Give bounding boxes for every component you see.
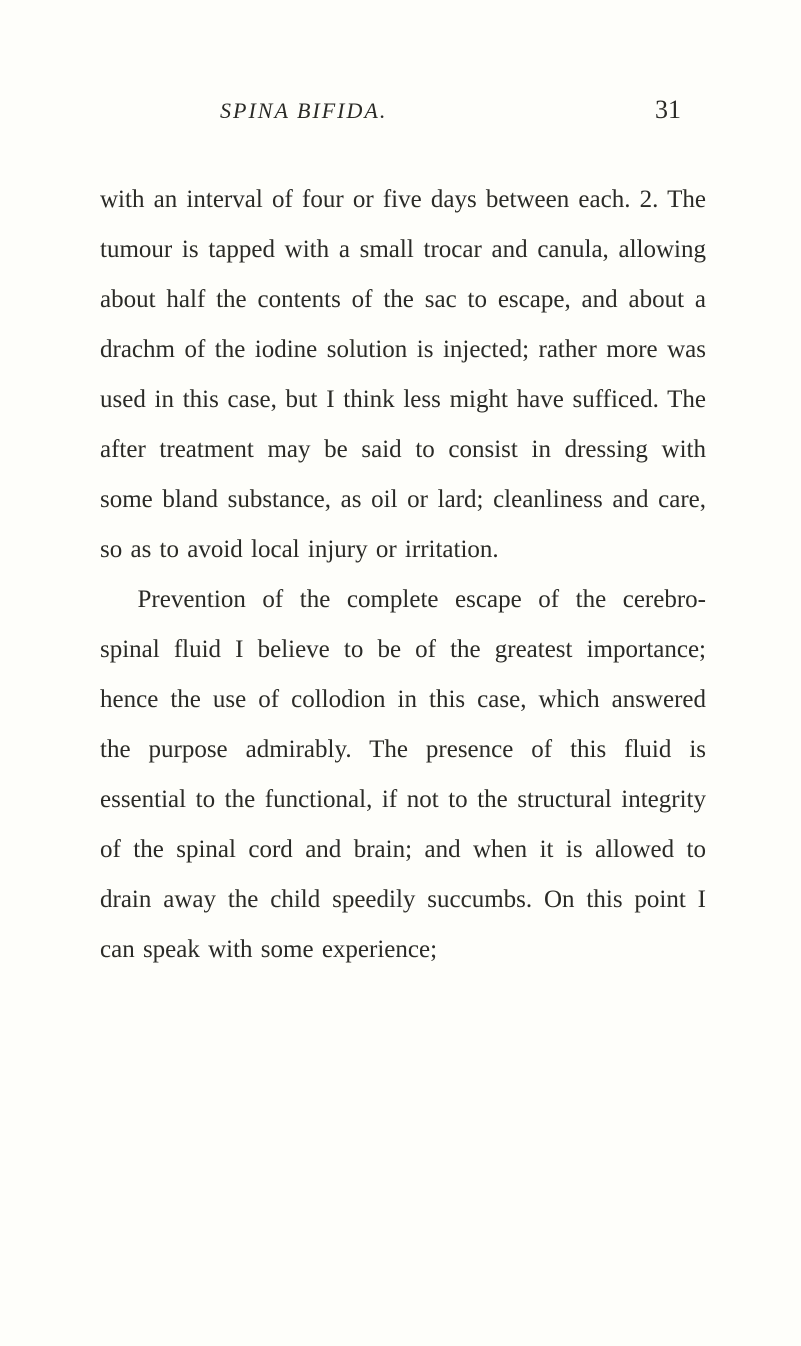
paragraph-2: Prevention of the complete escape of the…: [100, 575, 706, 975]
page-number: 31: [655, 95, 681, 125]
paragraph-1: with an interval of four or five days be…: [100, 175, 706, 575]
running-title: SPINA BIFIDA.: [220, 98, 387, 124]
book-page: SPINA BIFIDA. 31 with an interval of fou…: [0, 0, 801, 1346]
body-text: with an interval of four or five days be…: [100, 175, 706, 975]
page-header: SPINA BIFIDA. 31: [100, 95, 706, 125]
